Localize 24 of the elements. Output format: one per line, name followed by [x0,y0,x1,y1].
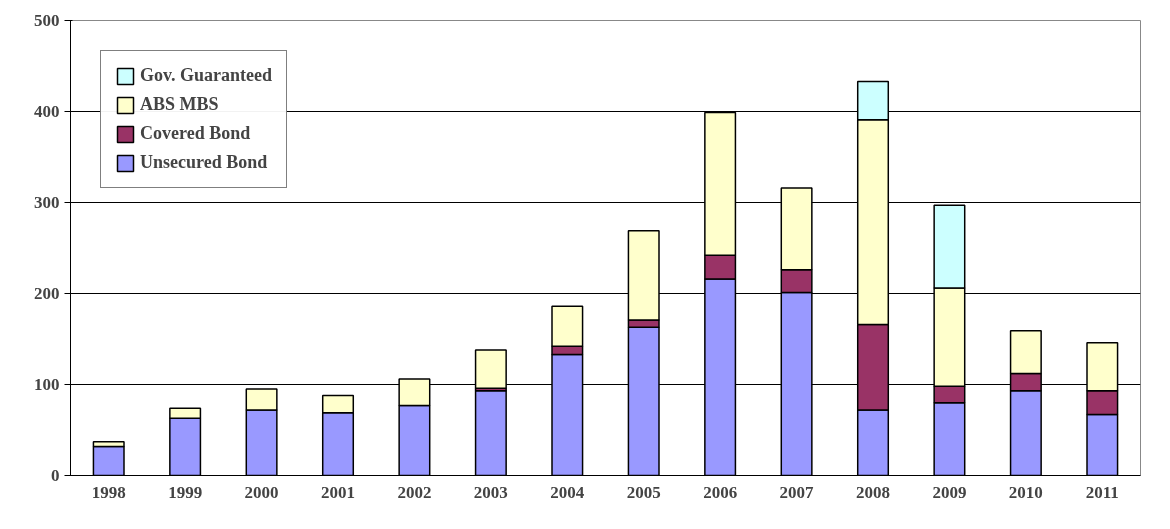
x-tick-label: 2009 [932,482,967,502]
x-tick-label: 2006 [703,482,738,502]
y-tick-label: 500 [34,11,60,30]
y-tick-label: 100 [34,375,60,394]
y-tick-label: 0 [51,466,60,485]
x-tick-label: 2004 [550,482,585,502]
y-tick-label: 200 [34,284,60,303]
x-tick-label: 2005 [626,482,661,502]
x-tick-label: 1998 [91,482,126,502]
x-tick-label: 2002 [397,482,432,502]
x-tick-label: 2001 [321,482,355,502]
y-tick-label: 400 [34,102,60,121]
x-tick-label: 2000 [244,482,279,502]
x-tick-label: 2010 [1008,482,1043,502]
x-tick-label: 2008 [856,482,890,502]
x-tick-label: 2007 [779,482,815,502]
legend-label: Gov. Guaranteed [140,65,273,86]
legend-label: ABS MBS [140,94,219,115]
x-tick-label: 2003 [473,482,508,502]
legend-label: Covered Bond [140,123,251,144]
y-tick-label: 300 [34,193,60,212]
x-tick-label: 2011 [1085,482,1119,502]
legend-label: Unsecured Bond [140,152,268,173]
x-tick-label: 1999 [168,482,203,502]
